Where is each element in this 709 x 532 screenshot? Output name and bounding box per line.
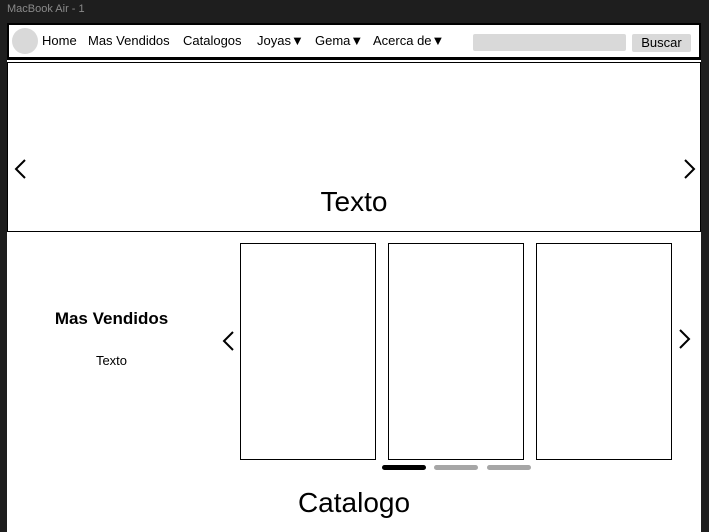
nav-gema-dropdown[interactable]: Gema▼ [315,33,364,48]
best-sellers-text: Texto [95,353,128,368]
search-button[interactable]: Buscar [632,34,691,52]
chevron-right-icon [684,159,696,179]
nav-acerca-de-dropdown[interactable]: Acerca de▼ [373,33,445,48]
nav-mas-vendidos[interactable]: Mas Vendidos [88,33,170,48]
logo[interactable] [12,28,38,54]
carousel-dot[interactable] [487,465,531,470]
carousel-dot[interactable] [434,465,478,470]
hero-banner: Texto [7,62,701,232]
nav-catalogos[interactable]: Catalogos [183,33,242,48]
carousel-dot-active[interactable] [382,465,426,470]
nav-home[interactable]: Home [42,33,77,48]
product-card[interactable] [240,243,376,460]
best-sellers-next-arrow[interactable] [674,325,696,353]
catalog-title: Catalogo [297,487,411,518]
product-card[interactable] [388,243,524,460]
best-sellers-title: Mas Vendidos [54,309,169,328]
best-sellers-prev-arrow[interactable] [217,327,239,355]
chevron-left-icon [14,159,26,179]
search-input[interactable] [473,34,626,51]
hero-next-arrow[interactable] [679,155,701,183]
navbar: Home Mas Vendidos Catalogos Joyas▼ Gema▼… [7,23,701,60]
frame-label: MacBook Air - 1 [7,3,85,15]
hero-text: Texto [320,186,388,217]
hero-prev-arrow[interactable] [9,155,31,183]
chevron-right-icon [679,329,691,349]
nav-joyas-dropdown[interactable]: Joyas▼ [257,33,304,48]
product-card[interactable] [536,243,672,460]
page-frame: Home Mas Vendidos Catalogos Joyas▼ Gema▼… [7,23,701,532]
chevron-left-icon [222,331,234,351]
